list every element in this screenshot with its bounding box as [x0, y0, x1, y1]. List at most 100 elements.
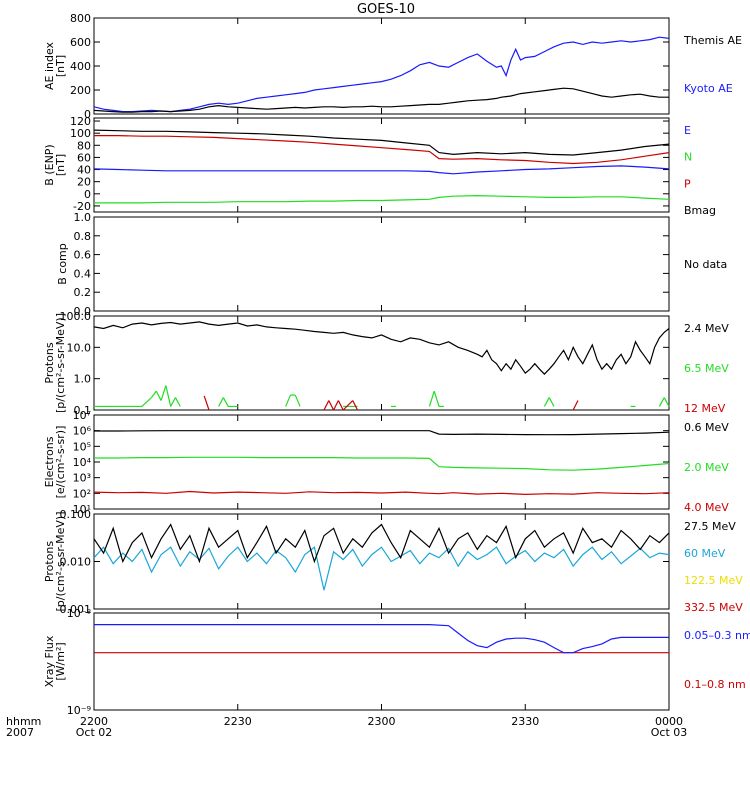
- y-tick-label: 10⁻⁸: [67, 607, 92, 620]
- legend-p: P: [684, 177, 691, 190]
- y-tick-label: 800: [70, 12, 91, 25]
- y-axis-label: Electrons[e/(cm²-s-sr)]: [43, 426, 67, 499]
- year-label: 2007: [6, 726, 34, 739]
- y-tick-label: 0.2: [74, 286, 92, 299]
- y-tick-label: 10.0: [67, 341, 92, 354]
- y-tick-label: 0.1: [74, 404, 92, 417]
- legend-4-0-mev: 4.0 MeV: [684, 501, 729, 514]
- sparse-channel-segment: [658, 397, 665, 407]
- sparse-channel-segment: [170, 397, 176, 407]
- legend-60-mev: 60 MeV: [684, 547, 726, 560]
- legend-12-mev: 12 MeV: [684, 402, 726, 415]
- y-axis-label: B comp: [56, 243, 69, 285]
- panel-electrons: 10¹ 10² 10³ 10⁴ 10⁵ 10⁶ 10⁷ Electrons[e/(cm²-s-…: [43, 409, 729, 516]
- x-tick-label: 2230: [224, 715, 252, 728]
- y-tick-label: 400: [70, 60, 91, 73]
- y-tick-label: 20: [77, 176, 91, 189]
- series-2-0-mev: [94, 456, 670, 471]
- panel-frame: [93, 216, 670, 312]
- legend-kyoto-ae: Kyoto AE: [684, 82, 733, 95]
- panel-xray: 10⁻⁹ 10⁻⁸ Xray Flux[W/m²] 0.05–0.3 nm 0.1–0.…: [43, 607, 750, 717]
- y-tick-label: 0.6: [74, 249, 92, 262]
- series-60-mev: [93, 546, 670, 591]
- y-tick-label: 60: [77, 151, 91, 164]
- series-n: [94, 194, 670, 204]
- y-axis-label: Protons[p/(cm²-s-sr-MeV)]: [43, 313, 67, 413]
- y-tick-label: 10⁵: [73, 440, 91, 453]
- y-tick-label: 100.0: [60, 310, 92, 323]
- x-tick-label: 0000: [655, 715, 683, 728]
- sparse-channel-segment: [155, 390, 162, 401]
- panel-protons_high: 0.001 0.010 0.100Protons[p/(cm²-s-sr-MeV)]…: [43, 508, 743, 616]
- sparse-channel-segment: [285, 394, 292, 407]
- y-tick-label: 80: [77, 139, 91, 152]
- y-axis-label: B (ENP)[nT]: [43, 144, 67, 185]
- y-axis-label: AE index[nT]: [43, 41, 67, 90]
- y-tick-label: 1.0: [74, 373, 92, 386]
- sparse-channel-segment: [428, 390, 435, 407]
- y-tick-label: 10⁻⁹: [67, 704, 91, 717]
- x-tick-date: Oct 02: [76, 726, 113, 739]
- y-tick-label: 10³: [73, 472, 91, 485]
- y-tick-label: 0.010: [60, 556, 92, 569]
- series-bmag: [93, 129, 670, 156]
- sparse-channel-segment: [203, 395, 210, 411]
- legend-bmag: Bmag: [684, 204, 716, 217]
- y-axis-label: Xray Flux[W/m²]: [43, 635, 67, 687]
- sparse-channel-segment: [222, 397, 229, 407]
- legend-2-4-mev: 2.4 MeV: [684, 322, 729, 335]
- panel-frame: [93, 414, 670, 510]
- y-tick-label: 120: [70, 115, 91, 128]
- y-tick-label: 0.100: [60, 508, 92, 521]
- panel-bcomp: 0.0 0.2 0.4 0.6 0.8 1.0 B comp No data: [56, 211, 727, 318]
- y-tick-label: 10¹: [73, 503, 91, 516]
- legend-0-1-0-8-nm: 0.1–0.8 nm: [684, 678, 746, 691]
- legend-27-5-mev: 27.5 MeV: [684, 520, 736, 533]
- y-tick-label: 0.001: [60, 603, 92, 616]
- y-tick-label: 0.8: [74, 230, 92, 243]
- y-tick-label: 40: [77, 164, 91, 177]
- x-tick-date: Oct 03: [651, 726, 688, 739]
- y-tick-label: 10²: [73, 487, 91, 500]
- series-4-0-mev: [93, 490, 670, 496]
- time-units-label: hhmm: [6, 715, 41, 728]
- y-tick-label: 0.0: [74, 305, 92, 318]
- sparse-channel-segment: [337, 400, 344, 411]
- sparse-channel-segment: [548, 397, 555, 407]
- legend-332-5-mev: 332.5 MeV: [684, 601, 743, 614]
- legend-0-6-mev: 0.6 MeV: [684, 421, 729, 434]
- legend-themis-ae: Themis AE: [683, 34, 742, 47]
- panel-frame: [93, 612, 670, 711]
- legend-e: E: [684, 124, 691, 137]
- series-0-6-mev: [94, 430, 670, 436]
- sparse-channel-segment: [294, 394, 301, 407]
- y-axis-label: Protons[p/(cm²-s-sr-MeV)]: [43, 512, 67, 612]
- x-tick-label: 2300: [368, 715, 396, 728]
- sparse-channel-segment: [352, 400, 359, 411]
- y-tick-label: -20: [73, 200, 91, 213]
- y-tick-label: 10⁴: [73, 456, 92, 469]
- y-tick-label: 1.0: [74, 211, 92, 224]
- series-2-4-mev: [93, 321, 670, 375]
- y-tick-label: 200: [70, 84, 91, 97]
- y-tick-label: 0: [84, 188, 91, 201]
- sparse-channel-segment: [342, 400, 354, 411]
- sparse-channel-segment: [151, 390, 157, 398]
- series-27-5-mev: [93, 523, 670, 564]
- y-tick-label: 0: [84, 108, 91, 121]
- no-data-note: No data: [684, 258, 727, 271]
- sparse-channel-segment: [543, 397, 550, 407]
- sparse-channel-segment: [333, 400, 339, 411]
- x-tick-label: 2200: [80, 715, 108, 728]
- panel-frame: [93, 17, 670, 115]
- sparse-channel-segment: [328, 400, 335, 411]
- sparse-channel-segment: [174, 397, 181, 407]
- y-tick-label: 10⁷: [73, 409, 91, 422]
- sparse-channel-segment: [160, 385, 167, 401]
- panel-protons_low: 0.1 1.0 10.0 100.0Protons[p/(cm²-s-sr-MeV)]…: [43, 310, 729, 417]
- series-kyoto-ae: [93, 36, 670, 113]
- sparse-channel-segment: [165, 385, 172, 407]
- series-e: [93, 165, 670, 175]
